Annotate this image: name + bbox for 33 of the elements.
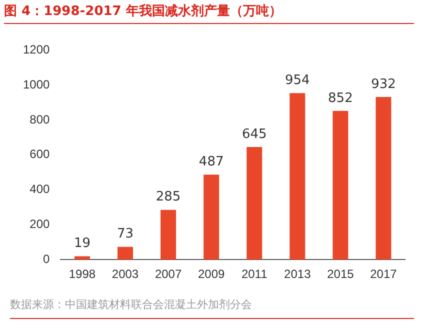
- data-label: 852: [328, 90, 353, 106]
- y-tick-label: 0: [43, 252, 50, 266]
- data-label: 645: [242, 126, 267, 142]
- y-tick-label: 600: [30, 147, 50, 162]
- bar: [160, 210, 176, 260]
- bar: [290, 93, 306, 260]
- x-tick-label: 2009: [198, 267, 225, 282]
- data-label: 932: [371, 76, 396, 92]
- data-label: 954: [284, 73, 310, 88]
- data-label: 487: [198, 154, 224, 170]
- x-tick-label: 2007: [154, 267, 182, 282]
- y-tick-label: 1000: [22, 77, 50, 92]
- data-label: 73: [116, 226, 134, 242]
- x-tick-label: 2017: [370, 267, 398, 282]
- data-label: 19: [74, 236, 90, 252]
- source-note: 数据来源：中国建筑材料联合会混凝土外加剂分会: [10, 297, 414, 319]
- x-tick-label: 1998: [68, 267, 96, 282]
- bar: [74, 256, 90, 260]
- x-tick-label: 2015: [327, 267, 354, 282]
- x-tick-label: 2003: [112, 267, 139, 282]
- bar: [204, 174, 220, 260]
- bar: [332, 110, 348, 260]
- bar: [246, 147, 262, 260]
- y-tick-label: 1200: [22, 42, 50, 57]
- bar: [118, 246, 133, 260]
- chart-title: 图 4：1998-2017 年我国减水剂产量（万吨）: [4, 2, 414, 24]
- x-tick-label: 2011: [241, 267, 268, 282]
- y-tick-label: 400: [30, 182, 50, 196]
- y-tick-label: 800: [30, 112, 50, 126]
- y-tick-label: 200: [30, 217, 50, 232]
- x-tick-label: 2013: [284, 267, 312, 282]
- data-label: 285: [156, 190, 181, 205]
- bar: [376, 96, 392, 260]
